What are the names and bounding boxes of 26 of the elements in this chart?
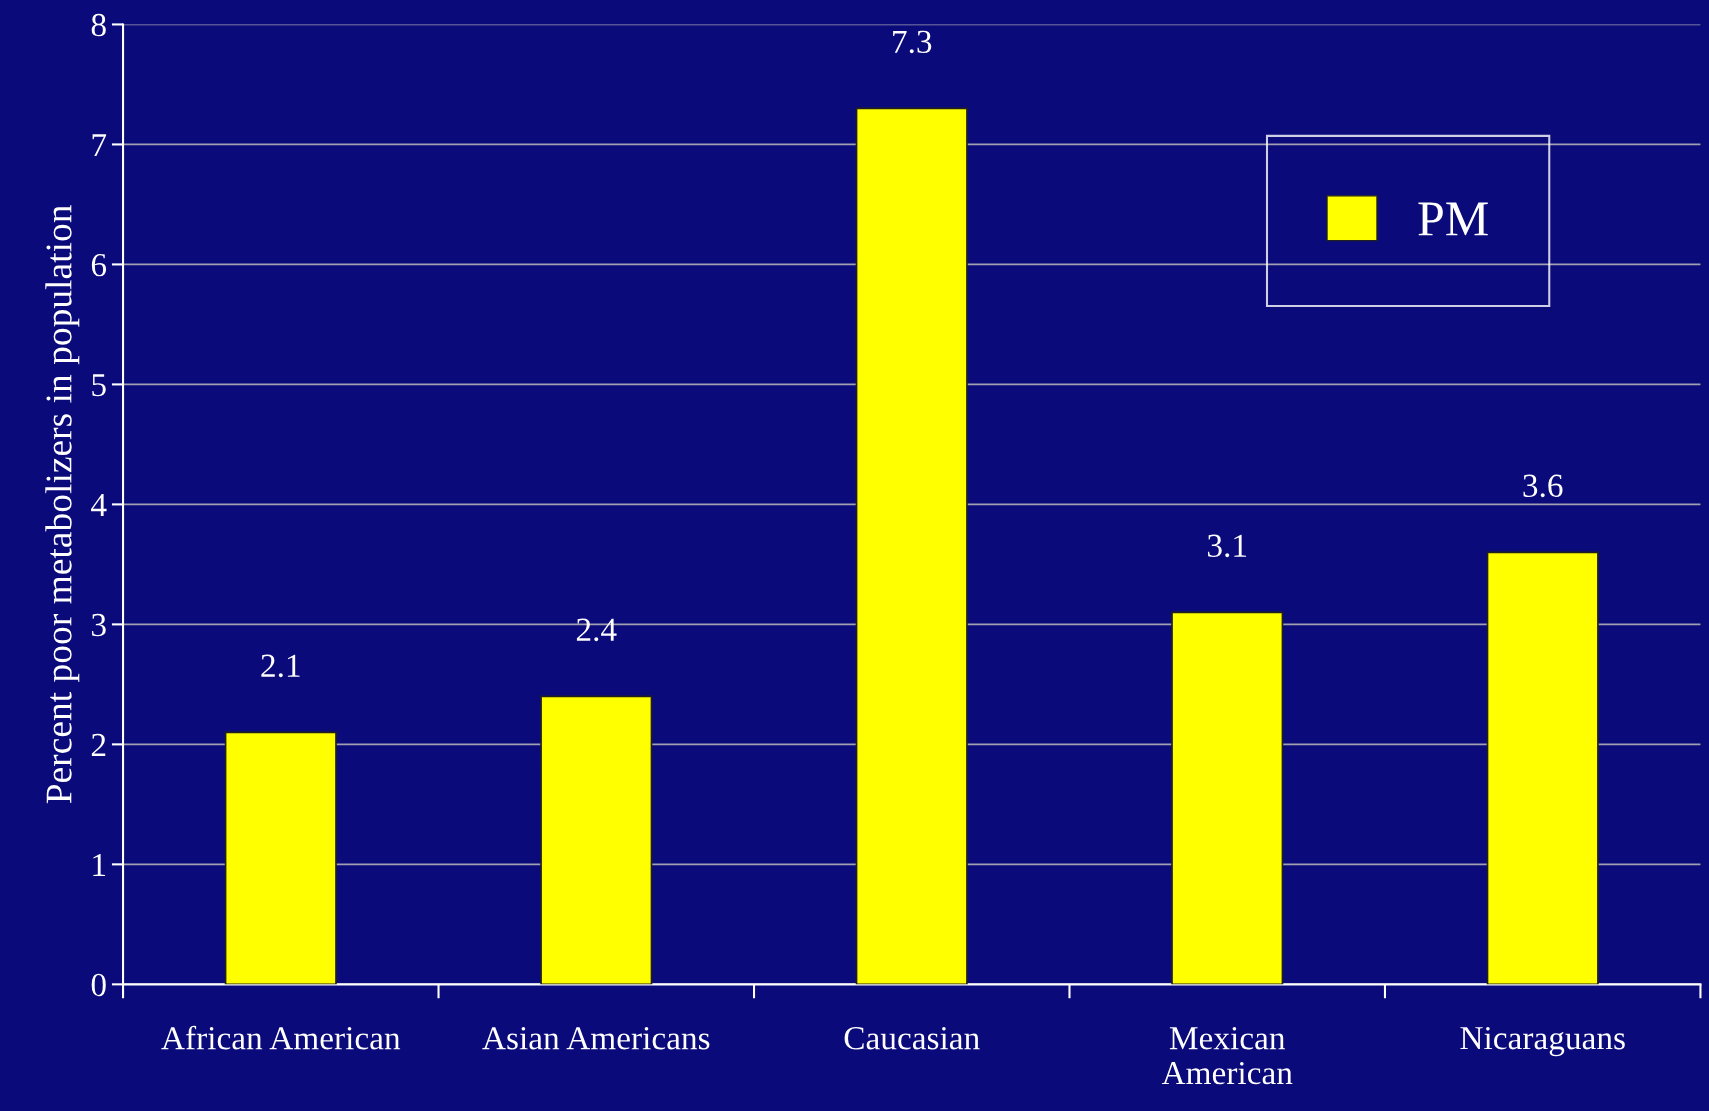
bar	[540, 695, 653, 985]
x-tick-label: Nicaraguans	[1460, 1026, 1625, 1057]
data-label: 3.1	[1207, 534, 1247, 558]
data-label: 2.4	[576, 618, 617, 642]
bar	[855, 107, 968, 985]
y-tick-label: 3	[92, 613, 106, 637]
y-tick-label: 2	[91, 733, 106, 756]
y-axis-title: Percent poor metabolizers in population	[45, 205, 80, 804]
bar	[224, 731, 337, 985]
y-tick-label: 5	[92, 374, 106, 397]
x-tick-label: Caucasian	[844, 1027, 980, 1050]
data-label: 7.3	[893, 30, 932, 54]
x-tick-label: Mexican American	[1161, 1027, 1293, 1085]
y-tick-label: 4	[91, 494, 107, 516]
x-tick-label: Asian Americans	[482, 1027, 710, 1050]
bar	[1486, 551, 1599, 985]
bar	[1171, 611, 1284, 985]
y-tick-label: 7	[92, 134, 107, 156]
x-tick-label: African American	[161, 1025, 401, 1050]
data-label: 2.1	[261, 654, 300, 678]
y-tick-label: 6	[91, 253, 107, 277]
y-tick-label: 8	[91, 13, 106, 37]
y-tick-label: 1	[93, 853, 106, 876]
data-label: 3.6	[1523, 474, 1563, 498]
legend-label: PM	[1418, 202, 1488, 236]
y-tick-label: 0	[91, 973, 106, 997]
